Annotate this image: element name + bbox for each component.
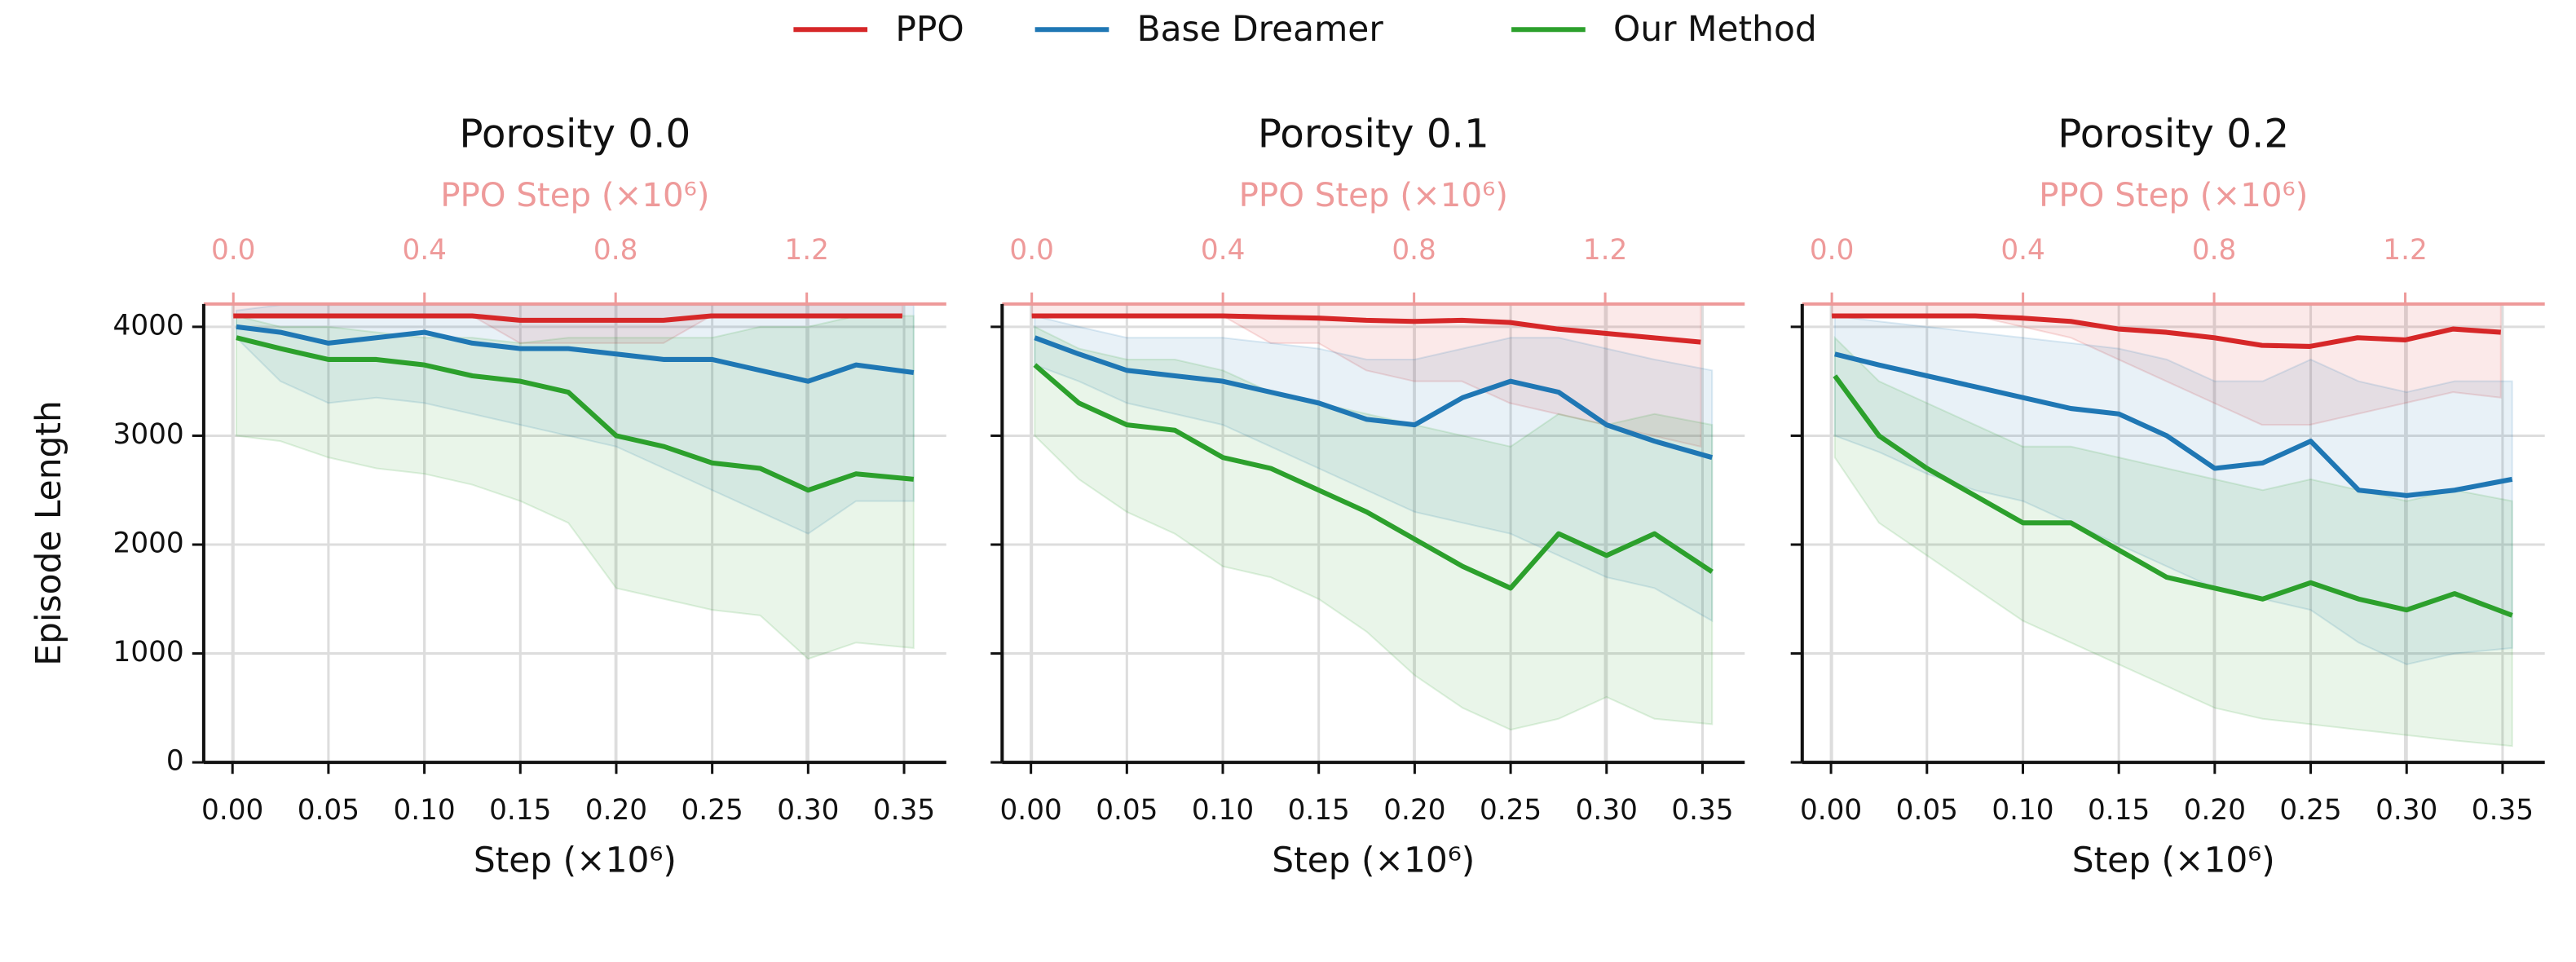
panel-title: Porosity 0.1 bbox=[1258, 111, 1489, 157]
legend-label: Base Dreamer bbox=[1137, 9, 1384, 49]
panel: Porosity 0.0 PPO Step (×10⁶) Step (×10⁶) Ep… bbox=[29, 111, 946, 880]
band bbox=[1833, 335, 2513, 748]
x-tick-label: 0.10 bbox=[393, 794, 455, 827]
line bbox=[1833, 374, 2513, 618]
x2-tick-label: 1.2 bbox=[784, 234, 828, 267]
x-tick-label: 0.30 bbox=[777, 794, 839, 827]
x-tick-label: 0.35 bbox=[873, 794, 935, 827]
y-tick-label: 4000 bbox=[113, 309, 184, 342]
x-tick-label: 0.00 bbox=[1000, 794, 1062, 827]
panel-title: Porosity 0.2 bbox=[2058, 111, 2289, 157]
line bbox=[233, 313, 902, 323]
x2-tick-label: 1.2 bbox=[2383, 234, 2427, 267]
x-tick-label: 0.10 bbox=[1992, 794, 2053, 827]
x-tick-label: 0.20 bbox=[585, 794, 647, 827]
x-tick-label: 0.30 bbox=[1576, 794, 1638, 827]
x2-tick-label: 0.4 bbox=[2000, 234, 2044, 267]
x-tick-label: 0.05 bbox=[298, 794, 359, 827]
x2-tick-label: 0.4 bbox=[1201, 234, 1245, 267]
line bbox=[1834, 351, 2513, 498]
line bbox=[1033, 363, 1714, 591]
line bbox=[236, 335, 915, 493]
legend-label: PPO bbox=[895, 9, 964, 49]
x2-tick-label: 1.2 bbox=[1583, 234, 1627, 267]
x-tick-label: 0.35 bbox=[2472, 794, 2534, 827]
x-axis-label: Step (×10⁶) bbox=[2072, 841, 2275, 880]
x-tick-label: 0.25 bbox=[1480, 794, 1542, 827]
x-tick-label: 0.20 bbox=[2184, 794, 2246, 827]
x-tick-label: 0.15 bbox=[1288, 794, 1350, 827]
x2-tick-label: 0.0 bbox=[211, 234, 255, 267]
x-tick-label: 0.20 bbox=[1383, 794, 1445, 827]
x-tick-label: 0.00 bbox=[1800, 794, 1862, 827]
x-tick-label: 0.30 bbox=[2375, 794, 2437, 827]
x-tick-label: 0.10 bbox=[1192, 794, 1254, 827]
x-tick-label: 0.05 bbox=[1896, 794, 1958, 827]
band bbox=[235, 315, 915, 660]
x2-tick-label: 0.8 bbox=[1392, 234, 1436, 267]
band bbox=[1034, 315, 1714, 623]
x-tick-label: 0.05 bbox=[1096, 794, 1158, 827]
x-axis-label: Step (×10⁶) bbox=[474, 841, 677, 880]
x2-axis-label: PPO Step (×10⁶) bbox=[2039, 176, 2308, 214]
x-axis-label: Step (×10⁶) bbox=[1272, 841, 1475, 880]
line bbox=[236, 324, 915, 384]
line bbox=[1034, 335, 1714, 461]
x2-tick-label: 0.4 bbox=[402, 234, 446, 267]
x2-axis-label: PPO Step (×10⁶) bbox=[1239, 176, 1508, 214]
x2-tick-label: 0.0 bbox=[1810, 234, 1854, 267]
y-tick-label: 0 bbox=[166, 745, 184, 778]
y-tick-label: 3000 bbox=[113, 418, 184, 451]
line bbox=[1832, 313, 2501, 349]
x2-tick-label: 0.8 bbox=[2192, 234, 2236, 267]
legend-label: Our Method bbox=[1613, 9, 1817, 49]
x-tick-label: 0.00 bbox=[201, 794, 263, 827]
x-tick-label: 0.35 bbox=[1671, 794, 1733, 827]
x-tick-label: 0.25 bbox=[2279, 794, 2341, 827]
y-axis-label: Episode Length bbox=[29, 400, 68, 666]
x-tick-label: 0.15 bbox=[2088, 794, 2150, 827]
x2-axis-label: PPO Step (×10⁶) bbox=[440, 176, 709, 214]
x2-tick-label: 0.0 bbox=[1009, 234, 1053, 267]
x-tick-label: 0.25 bbox=[681, 794, 743, 827]
line bbox=[1031, 313, 1701, 345]
x2-tick-label: 0.8 bbox=[593, 234, 637, 267]
y-tick-label: 1000 bbox=[113, 636, 184, 669]
panel-title: Porosity 0.0 bbox=[459, 111, 690, 157]
y-tick-label: 2000 bbox=[113, 527, 184, 560]
band bbox=[1833, 315, 2513, 665]
x-tick-label: 0.15 bbox=[489, 794, 551, 827]
